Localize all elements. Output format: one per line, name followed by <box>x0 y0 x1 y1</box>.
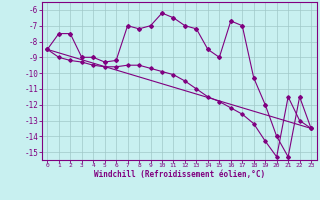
X-axis label: Windchill (Refroidissement éolien,°C): Windchill (Refroidissement éolien,°C) <box>94 170 265 179</box>
